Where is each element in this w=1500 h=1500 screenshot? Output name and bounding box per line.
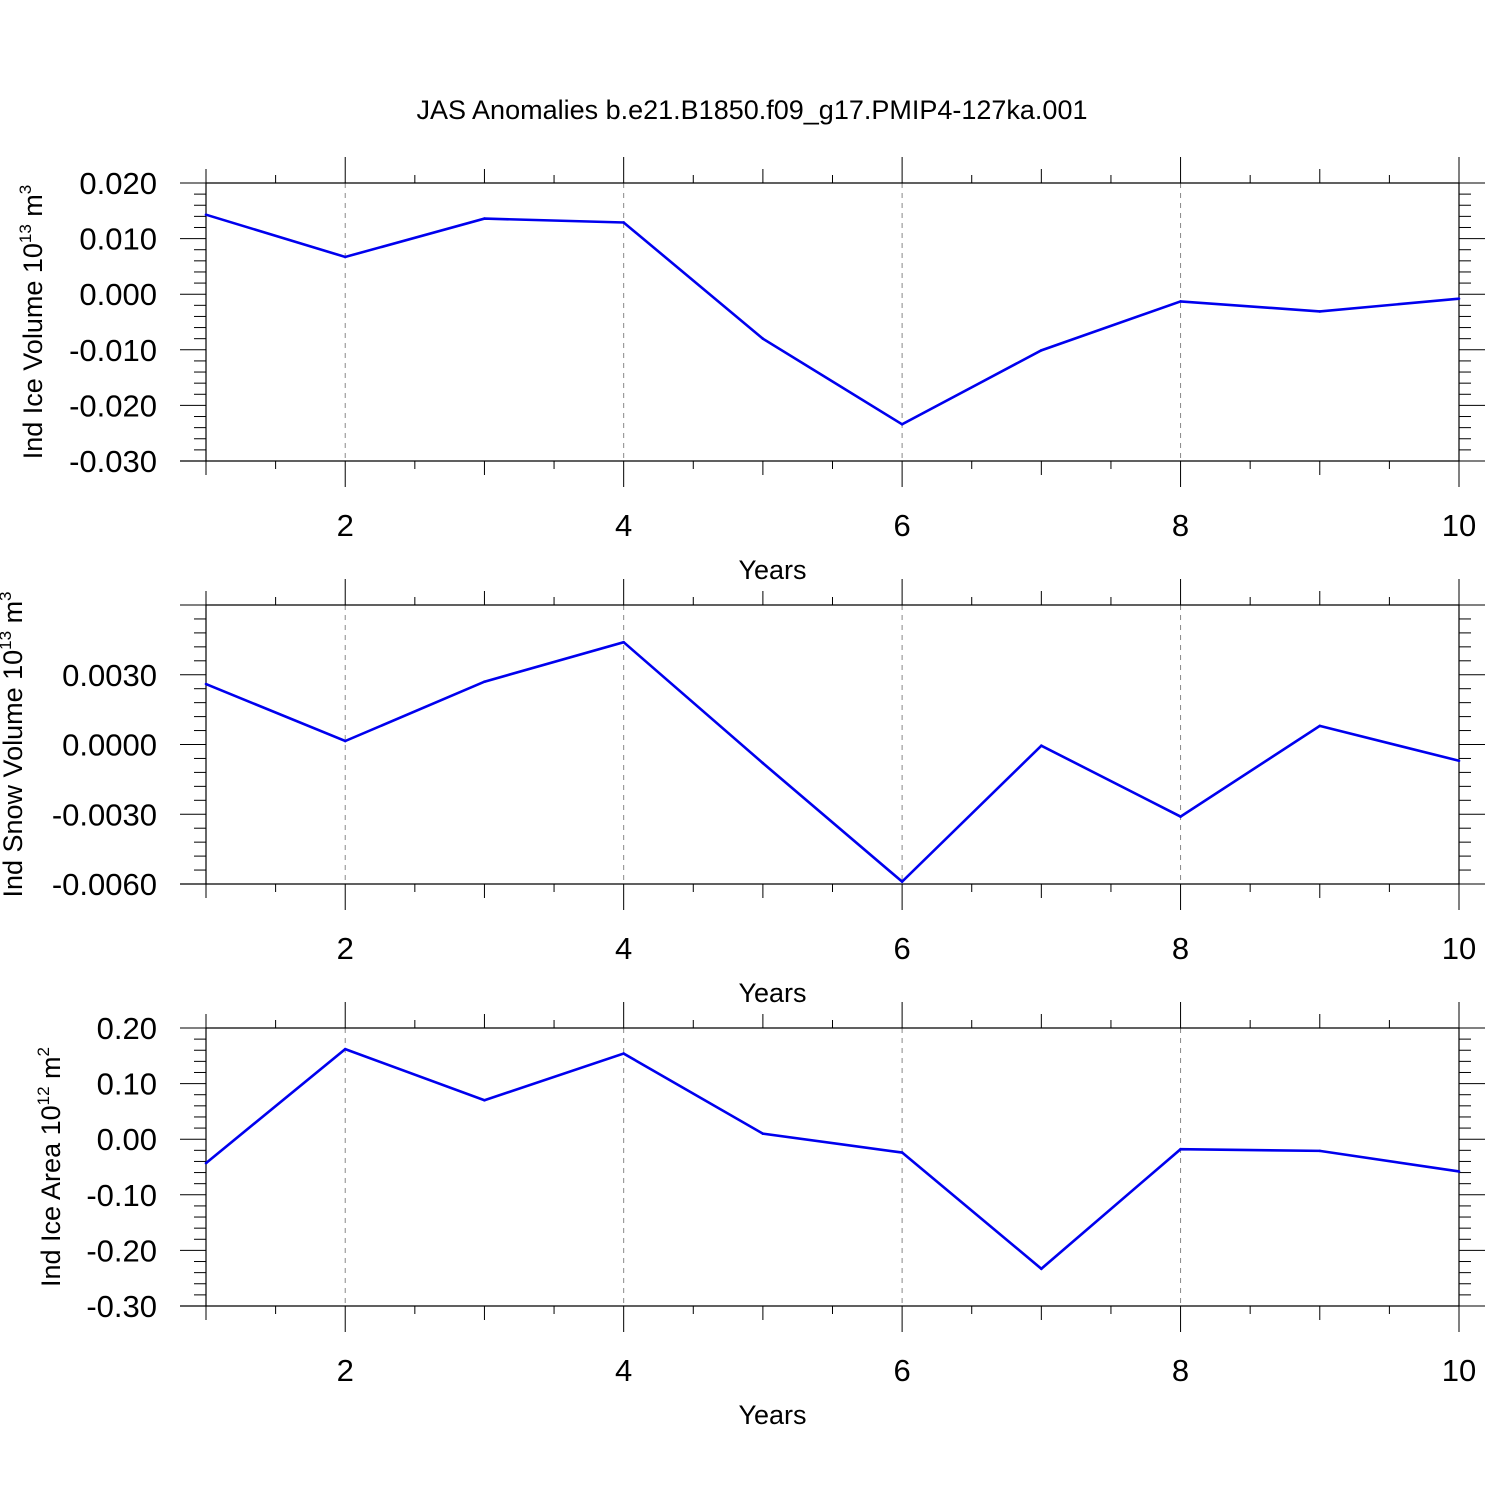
y-tick-label: -0.30	[86, 1289, 157, 1324]
data-point-ice-volume-7	[1040, 349, 1043, 352]
y-axis-label-text: m	[36, 1056, 66, 1086]
data-point-snow-volume-5	[761, 761, 765, 765]
data-point-ice-area-1	[204, 1161, 208, 1165]
y-axis-label: Ind Snow Volume 1013 m3	[0, 591, 28, 897]
x-tick-label-4: 4	[615, 508, 632, 543]
y-tick-label: -0.0060	[52, 867, 157, 902]
y-axis-label-text: m	[0, 601, 28, 631]
y-axis-label-text: Ind Ice Volume 10	[18, 243, 48, 459]
data-point-snow-volume-8	[1179, 815, 1182, 818]
x-tick-label-2: 2	[337, 931, 354, 966]
y-axis-label-text: Ind Snow Volume 10	[0, 650, 28, 898]
y-tick-label: 0.00	[97, 1122, 157, 1157]
data-point-snow-volume-7	[1040, 744, 1043, 747]
data-point-snow-volume-10	[1457, 759, 1461, 763]
x-tick-label-2: 2	[337, 508, 354, 543]
x-tick-label-8: 8	[1172, 1353, 1189, 1388]
y-tick-label: 0.20	[97, 1011, 157, 1046]
data-point-ice-area-2	[343, 1047, 347, 1051]
panel-ice-area: 2 4 6 8 10 Years -0.30 -0.20 -0.10 0.00 0.10 0.20 In…	[34, 1002, 1485, 1430]
y-tick-label: 0.0030	[62, 658, 157, 693]
y-tick-label: -0.20	[86, 1233, 157, 1268]
x-tick-label-8: 8	[1172, 508, 1189, 543]
y-axis-label: Ind Ice Area 1012 m2	[34, 1047, 66, 1287]
data-point-snow-volume-1	[204, 682, 208, 686]
y-axis-label: Ind Ice Volume 1013 m3	[16, 185, 48, 460]
x-tick-label-2: 2	[337, 1353, 354, 1388]
x-axis-label: Years	[738, 978, 806, 1008]
y-tick-label: 0.020	[79, 166, 157, 201]
data-point-snow-volume-3	[483, 680, 486, 684]
panel-snow-volume: 2 4 6 8 10 Years -0.0060 -0.0030 0.0000 0.0030 Ind…	[0, 579, 1485, 1008]
y-axis-label-text: Ind Ice Area 10	[36, 1105, 66, 1287]
chart-title: JAS Anomalies b.e21.B1850.f09_g17.PMIP4-…	[417, 95, 1088, 125]
data-point-snow-volume-4	[622, 640, 625, 644]
series-line-ice-area	[205, 1047, 1460, 1271]
data-point-ice-area-9	[1318, 1149, 1322, 1153]
x-tick-label-10: 10	[1442, 1353, 1476, 1388]
x-axis-label: Years	[738, 555, 806, 585]
y-axis-label-text: m	[18, 194, 48, 224]
x-tick-label-4: 4	[615, 1353, 632, 1388]
panel-ice-volume: 2 4 6 8 10 Years -0.030 -0.020 -0.010 0.000 0.010 0…	[16, 157, 1485, 585]
y-tick-label: -0.020	[69, 388, 157, 423]
y-axis-label-superscript: 2	[34, 1047, 53, 1056]
y-axis-label-superscript: 13	[16, 224, 35, 243]
data-point-ice-area-10	[1457, 1170, 1461, 1173]
y-axis-label-superscript: 12	[34, 1086, 53, 1105]
y-tick-label: -0.010	[69, 333, 157, 368]
y-tick-label: -0.10	[86, 1178, 157, 1213]
y-axis-label-superscript: 13	[0, 631, 15, 650]
data-point-snow-volume-2	[343, 739, 347, 743]
data-point-ice-area-7	[1040, 1267, 1043, 1271]
y-tick-label: 0.10	[97, 1067, 157, 1102]
y-tick-label: 0.010	[79, 222, 157, 257]
data-point-ice-area-5	[761, 1132, 765, 1135]
data-point-ice-volume-9	[1318, 310, 1322, 313]
x-axis-label: Years	[738, 1400, 806, 1430]
y-tick-label: 0.000	[79, 277, 157, 312]
x-tick-label-6: 6	[893, 1353, 910, 1388]
x-tick-label-6: 6	[893, 931, 910, 966]
series-line-snow-volume	[205, 640, 1460, 884]
data-point-snow-volume-6	[900, 880, 904, 883]
x-tick-label-10: 10	[1442, 931, 1476, 966]
data-point-ice-volume-8	[1179, 300, 1182, 303]
x-tick-label-8: 8	[1172, 931, 1189, 966]
y-tick-label: -0.030	[69, 444, 157, 479]
data-point-ice-area-4	[622, 1052, 625, 1055]
data-point-ice-volume-1	[204, 213, 208, 216]
data-point-ice-area-3	[483, 1098, 486, 1102]
x-tick-label-6: 6	[893, 508, 910, 543]
data-point-ice-volume-3	[483, 217, 486, 220]
data-point-ice-volume-10	[1457, 297, 1461, 300]
x-tick-label-4: 4	[615, 931, 632, 966]
y-axis-label-superscript: 3	[16, 185, 35, 194]
data-point-ice-volume-5	[761, 337, 765, 340]
data-point-ice-volume-6	[900, 423, 904, 426]
x-tick-label-10: 10	[1442, 508, 1476, 543]
data-point-ice-volume-4	[622, 221, 625, 224]
data-point-ice-volume-2	[343, 255, 347, 259]
series-line-ice-volume	[205, 213, 1460, 426]
data-point-ice-area-6	[900, 1151, 904, 1154]
y-axis-label-superscript: 3	[0, 591, 15, 600]
data-point-ice-area-8	[1179, 1147, 1182, 1151]
y-tick-label: 0.0000	[62, 728, 157, 763]
data-point-snow-volume-9	[1318, 724, 1322, 728]
y-tick-label: -0.0030	[52, 797, 157, 832]
